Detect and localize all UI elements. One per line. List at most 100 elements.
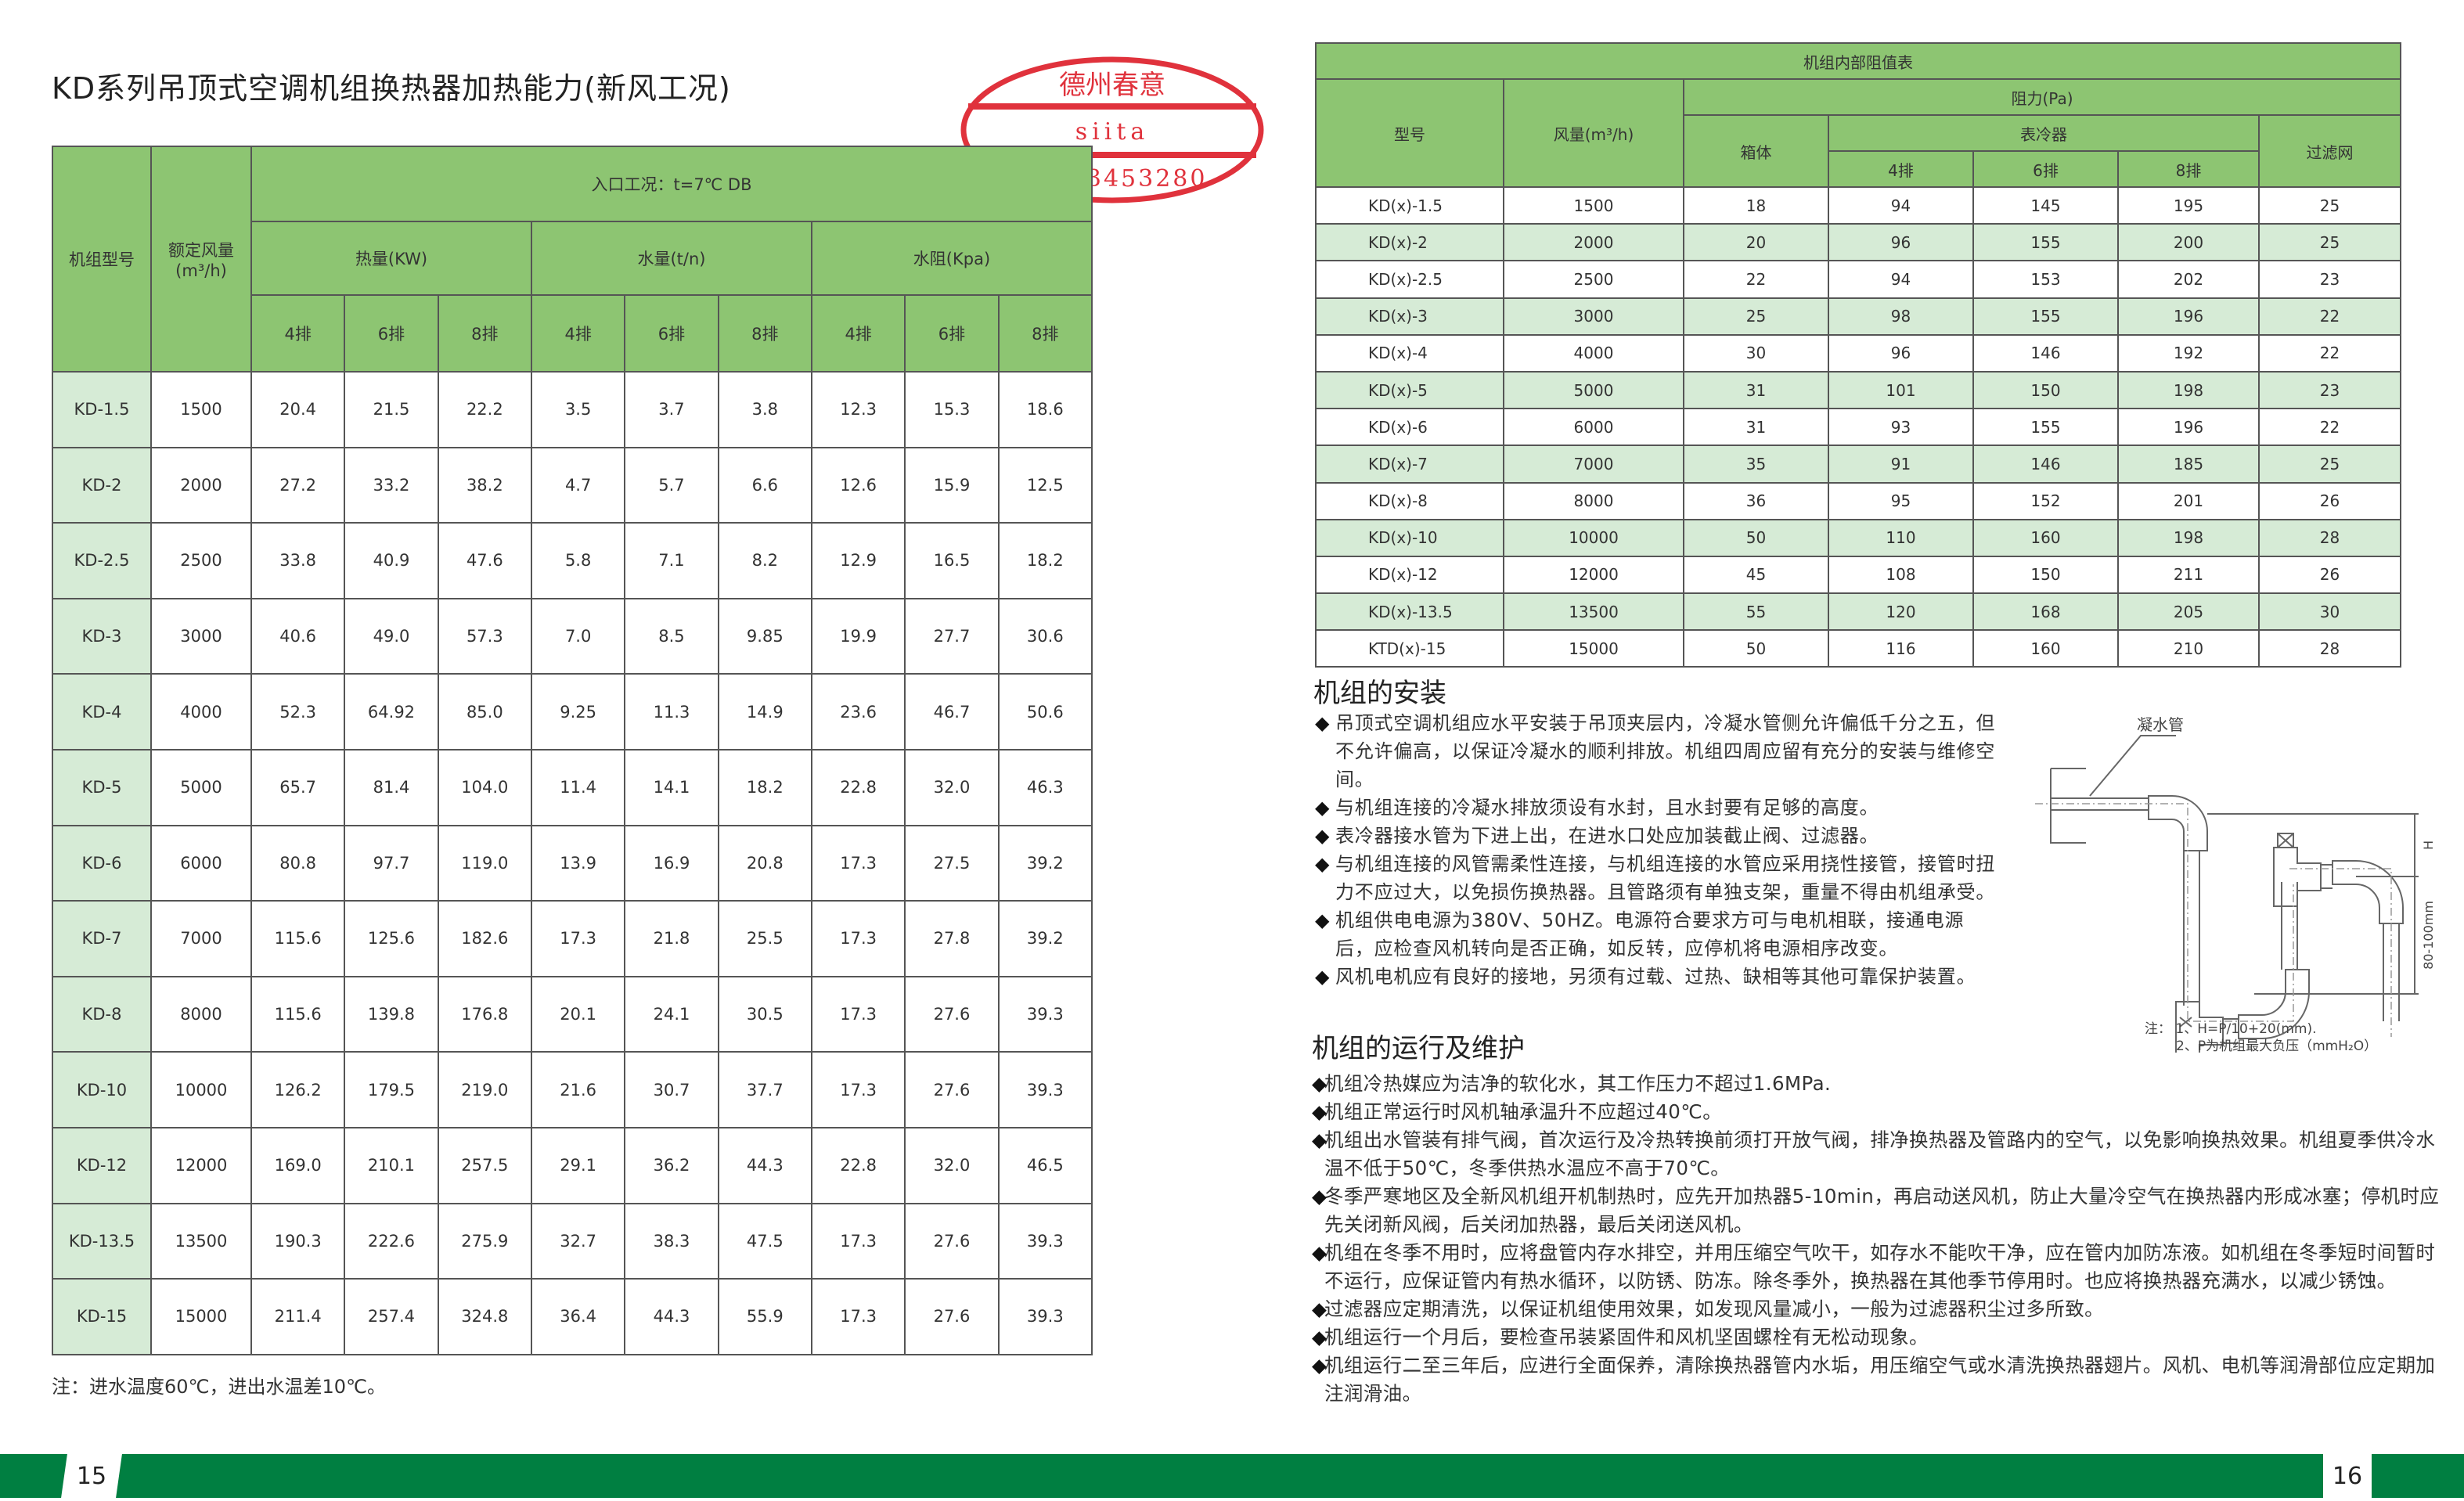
table-row: KD-1.5 1500 20.4 21.5 22.2 3.5 3.7 3.8 12.3 15.3 1… [52, 371, 1093, 448]
header-box: 箱体 [1683, 114, 1829, 188]
cell-value: 195 [2117, 185, 2260, 225]
cell-value: 9.25 [530, 673, 626, 750]
cell-value: 6000 [150, 824, 252, 902]
cell-value: 22.2 [437, 371, 532, 448]
cell-value: 18 [1683, 185, 1829, 225]
cell-value: 18.2 [997, 522, 1093, 599]
cell-value: 11.3 [624, 673, 719, 750]
cell-value: 37.7 [717, 1051, 812, 1128]
cell-value: 47.5 [717, 1202, 812, 1280]
cell-value: 30.7 [624, 1051, 719, 1128]
header-rows: 4排 [250, 294, 346, 373]
cell-value: 8000 [150, 975, 252, 1053]
cell-value: 125.6 [344, 900, 439, 977]
table-row: KD-5 5000 65.7 81.4 104.0 11.4 14.1 18.2 22.8 32.… [52, 748, 1093, 826]
list-item: 与机组连接的风管需柔性连接，与机组连接的水管应采用挠性接管，接管时扭力不应过大，… [1315, 850, 1996, 906]
cell-value: 64.92 [344, 673, 439, 750]
cell-model: KD(x)-1.5 [1315, 185, 1504, 225]
cell-value: 17.3 [810, 1051, 906, 1128]
header-condition: 入口工况：t=7℃ DB [250, 146, 1093, 222]
header-rows: 4排 [810, 294, 906, 373]
cell-value: 39.2 [997, 824, 1093, 902]
cell-value: 55.9 [717, 1278, 812, 1355]
cell-value: 46.5 [997, 1126, 1093, 1204]
list-item: 机组冷热媒应为洁净的软化水，其工作压力不超过1.6MPa. [1312, 1070, 2448, 1098]
cell-value: 2500 [150, 522, 252, 599]
cell-value: 91 [1828, 445, 1974, 484]
cell-value: 40.9 [344, 522, 439, 599]
cell-value: 25 [2257, 185, 2402, 225]
cell-value: 39.3 [997, 1278, 1093, 1355]
cell-value: 39.3 [997, 1202, 1093, 1280]
cell-value: 2500 [1503, 260, 1684, 299]
cell-value: 39.2 [997, 900, 1093, 977]
condensate-pipe-diagram: 凝水管 H 80-100mm 注： 1、H=P/10+20(mm). 2、P为机… [2035, 715, 2436, 1053]
cell-value: 17.3 [530, 900, 626, 977]
cell-value: 12.6 [810, 446, 906, 524]
cell-value: 29.1 [530, 1126, 626, 1204]
cell-value: 96 [1828, 223, 1974, 262]
cell-value: 27.2 [250, 446, 346, 524]
cell-model: KD-1.5 [52, 371, 152, 448]
cell-value: 146 [1972, 445, 2119, 484]
cell-value: 22.8 [810, 748, 906, 826]
table-row: KD(x)-13.5 13500 55 120 168 205 30 [1315, 592, 2402, 632]
cell-value: 152 [1972, 481, 2119, 520]
header-rows: 8排 [997, 294, 1093, 373]
header-group: 水阻(Kpa) [810, 221, 1093, 296]
cell-value: 198 [2117, 370, 2260, 410]
list-item: 机组运行二至三年后，应进行全面保养，清除换热器管内水垢，用压缩空气或水清洗换热器… [1312, 1352, 2448, 1408]
cell-value: 27.6 [904, 1051, 1000, 1128]
cell-value: 176.8 [437, 975, 532, 1053]
cell-value: 27.8 [904, 900, 1000, 977]
cell-value: 10000 [150, 1051, 252, 1128]
header-rows: 8排 [717, 294, 812, 373]
cell-value: 25 [1683, 297, 1829, 336]
cell-value: 8000 [1503, 481, 1684, 520]
cell-value: 198 [2117, 518, 2260, 557]
cell-value: 22 [2257, 408, 2402, 447]
cell-value: 81.4 [344, 748, 439, 826]
diagram-note-2: 2、P为机组最大负压（mmH₂O） [2176, 1038, 2377, 1053]
dim-range-label: 80-100mm [2421, 901, 2436, 970]
cell-value: 27.5 [904, 824, 1000, 902]
header-group: 热量(KW) [250, 221, 532, 296]
cell-value: 27.6 [904, 1278, 1000, 1355]
cell-value: 28 [2257, 629, 2402, 668]
cell-value: 97.7 [344, 824, 439, 902]
table-row: KD-15 15000 211.4 257.4 324.8 36.4 44.3 55.9 17.… [52, 1278, 1093, 1355]
cell-value: 80.8 [250, 824, 346, 902]
header-model: 型号 [1315, 78, 1504, 188]
cell-value: 2000 [150, 446, 252, 524]
cell-value: 18.2 [717, 748, 812, 826]
cell-model: KD(x)-8 [1315, 481, 1504, 520]
table-title: 机组内部阻值表 [1314, 42, 2402, 80]
cell-value: 145 [1972, 185, 2119, 225]
cell-model: KD(x)-2.5 [1315, 260, 1504, 299]
cell-value: 119.0 [437, 824, 532, 902]
cell-value: 30.6 [997, 597, 1093, 675]
cell-value: 13500 [150, 1202, 252, 1280]
cell-value: 116 [1828, 629, 1974, 668]
cell-value: 12.3 [810, 371, 906, 448]
cell-value: 15.3 [904, 371, 1000, 448]
cell-value: 6.6 [717, 446, 812, 524]
cell-model: KD-13.5 [52, 1202, 152, 1280]
cell-value: 12000 [150, 1126, 252, 1204]
cell-value: 3.8 [717, 371, 812, 448]
cell-value: 17.3 [810, 975, 906, 1053]
cell-value: 36.4 [530, 1278, 626, 1355]
cell-value: 33.8 [250, 522, 346, 599]
pipe-label: 凝水管 [2137, 715, 2184, 734]
cell-value: 201 [2117, 481, 2260, 520]
list-item: 机组出水管装有排气阀，首次运行及冷热转换前须打开放气阀，排净换热器及管路内的空气… [1312, 1126, 2448, 1182]
header-rows: 6排 [624, 294, 719, 373]
table-row: KD-2 2000 27.2 33.2 38.2 4.7 5.7 6.6 12.6 15.9 12.… [52, 446, 1093, 524]
cell-value: 38.2 [437, 446, 532, 524]
cell-value: 19.9 [810, 597, 906, 675]
header-model: 机组型号 [52, 146, 152, 373]
cell-value: 17.3 [810, 1202, 906, 1280]
cell-model: KD-6 [52, 824, 152, 902]
cell-value: 57.3 [437, 597, 532, 675]
page-number-left: 15 [61, 1454, 122, 1498]
